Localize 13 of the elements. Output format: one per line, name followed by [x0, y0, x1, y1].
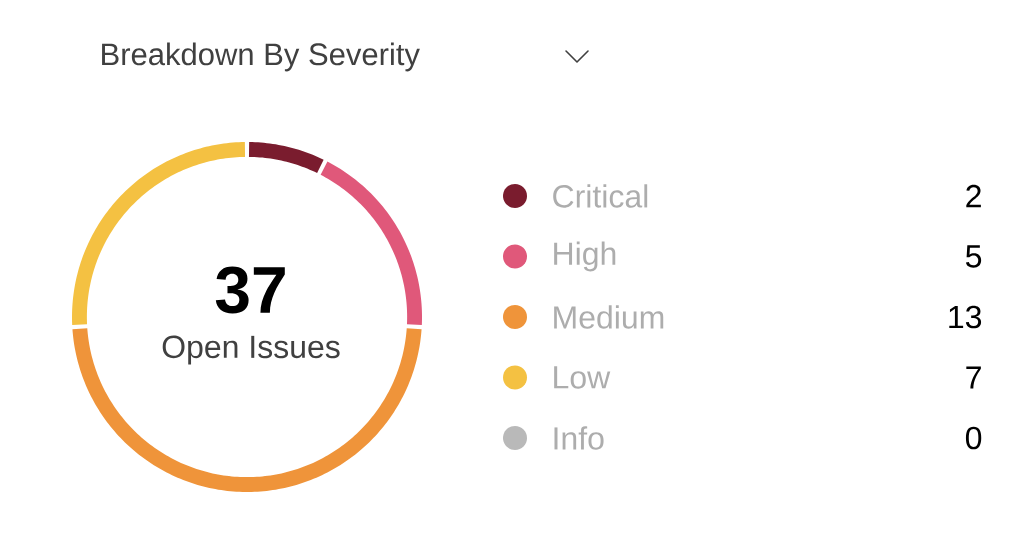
legend-label: Critical: [553, 184, 648, 208]
text: 0: [965, 426, 982, 450]
chart-title: Breakdown By Severity: [102, 42, 420, 72]
data-label: 5: [965, 245, 982, 268]
data-label: 7: [966, 366, 981, 389]
data-label: 2: [966, 184, 981, 208]
legend-label: Low: [554, 366, 611, 389]
data-label: 13: [949, 305, 982, 329]
legend-label: High: [554, 241, 616, 272]
legend-label: Medium: [554, 305, 664, 329]
text: Open Issues: [162, 335, 340, 365]
text: 37: [215, 266, 285, 314]
legend-label: Info: [554, 426, 604, 450]
